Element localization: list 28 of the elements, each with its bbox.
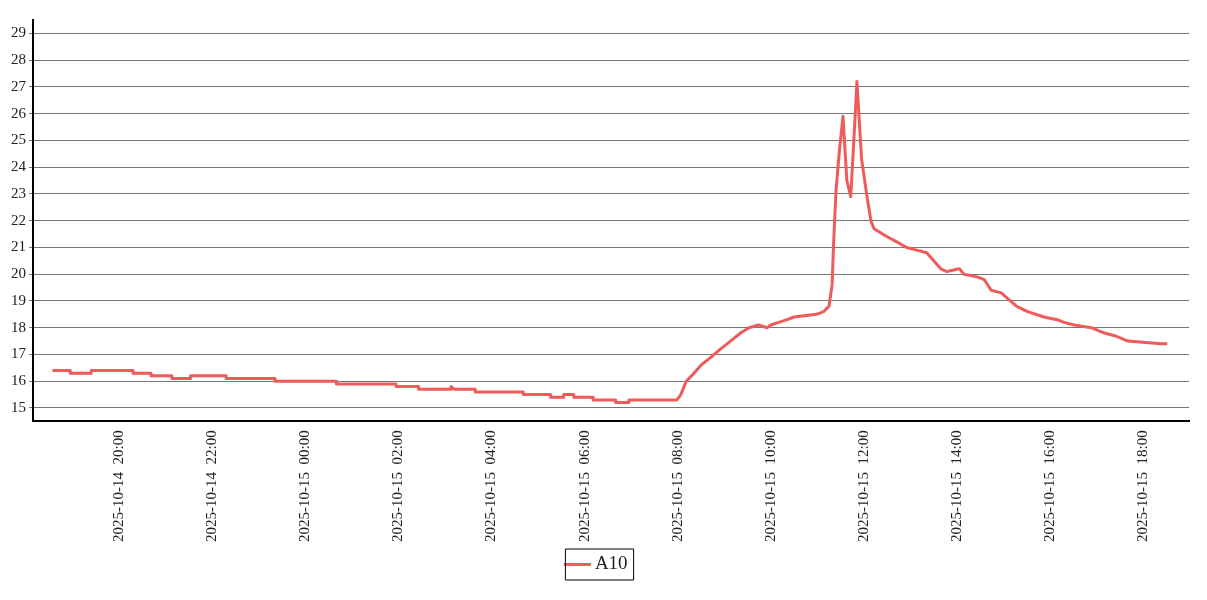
legend-label: A10	[594, 552, 628, 574]
y-tick-label: 15	[11, 398, 26, 415]
y-tick-label: 29	[11, 24, 26, 41]
y-tick-label: 20	[11, 265, 26, 282]
x-tick-label: 2025-10-15 08:00	[668, 430, 685, 543]
x-tick-label: 2025-10-15 14:00	[947, 430, 964, 543]
y-tick-label: 27	[11, 77, 27, 94]
y-tick-label: 17	[11, 345, 27, 362]
y-tick-label: 16	[11, 372, 27, 389]
x-tick-label: 2025-10-15 04:00	[482, 430, 499, 543]
y-tick-label: 21	[11, 238, 26, 255]
y-tick-label: 26	[11, 104, 27, 121]
x-tick-label: 2025-10-14 22:00	[203, 430, 220, 543]
x-tick-label: 2025-10-15 10:00	[761, 430, 778, 543]
x-tick-label: 2025-10-15 02:00	[389, 430, 406, 543]
y-tick-label: 18	[11, 318, 26, 335]
x-tick-label: 2025-10-15 06:00	[575, 430, 592, 543]
x-tick-label: 2025-10-15 12:00	[854, 430, 871, 543]
x-tick-label: 2025-10-15 18:00	[1134, 430, 1151, 543]
x-tick-label: 2025-10-15 00:00	[296, 430, 313, 543]
y-tick-label: 25	[11, 131, 26, 148]
y-tick-label: 22	[11, 211, 26, 228]
y-tick-label: 19	[11, 291, 26, 308]
y-tick-label: 23	[11, 184, 26, 201]
x-tick-label: 2025-10-14 20:00	[110, 430, 127, 543]
x-tick-label: 2025-10-15 16:00	[1041, 430, 1058, 543]
y-tick-label: 28	[11, 51, 26, 68]
y-tick-label: 24	[11, 158, 27, 175]
